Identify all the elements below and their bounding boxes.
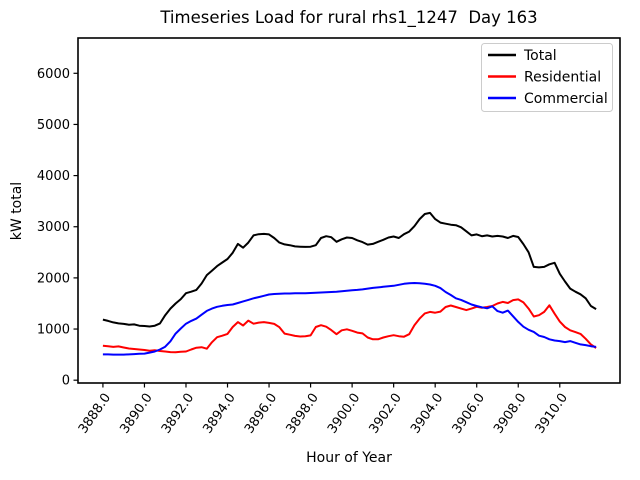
y-tick-label: 5000 — [37, 118, 70, 133]
x-tick-label: 3890.0 — [117, 391, 155, 437]
x-tick-label: 3900.0 — [325, 391, 363, 437]
y-tick-label: 4000 — [37, 169, 70, 184]
series-line-residential — [102, 298, 597, 354]
legend-frame — [481, 43, 613, 112]
axes-frame — [77, 37, 621, 384]
x-tick-label: 3902.0 — [367, 391, 405, 437]
y-tick-label: 2000 — [37, 271, 70, 286]
x-tick-label: 3888.0 — [76, 391, 114, 437]
x-tick-label: 3898.0 — [283, 391, 321, 437]
legend-label-commercial: Commercial — [524, 91, 608, 107]
x-tick-label: 3892.0 — [159, 391, 197, 437]
y-tick-label: 1000 — [37, 323, 70, 338]
y-tick-label: 0 — [62, 374, 70, 389]
x-axis-label: Hour of Year — [306, 450, 392, 466]
x-tick-label: 3910.0 — [533, 391, 571, 437]
y-tick-label: 6000 — [37, 67, 70, 82]
legend-label-total: Total — [523, 48, 557, 64]
legend: Total Residential Commercial — [481, 43, 613, 112]
x-tick-label: 3908.0 — [491, 391, 529, 437]
series-line-total — [102, 211, 597, 328]
x-tick-label: 3906.0 — [450, 391, 488, 437]
x-tick-label: 3904.0 — [408, 391, 446, 437]
y-tick-label: 3000 — [37, 220, 70, 235]
legend-label-residential: Residential — [524, 70, 601, 86]
x-tick-label: 3894.0 — [200, 391, 238, 437]
chart-title: Timeseries Load for rural rhs1_1247 Day … — [160, 8, 538, 27]
series-line-commercial — [102, 282, 597, 356]
x-tick-label: 3896.0 — [242, 391, 280, 437]
